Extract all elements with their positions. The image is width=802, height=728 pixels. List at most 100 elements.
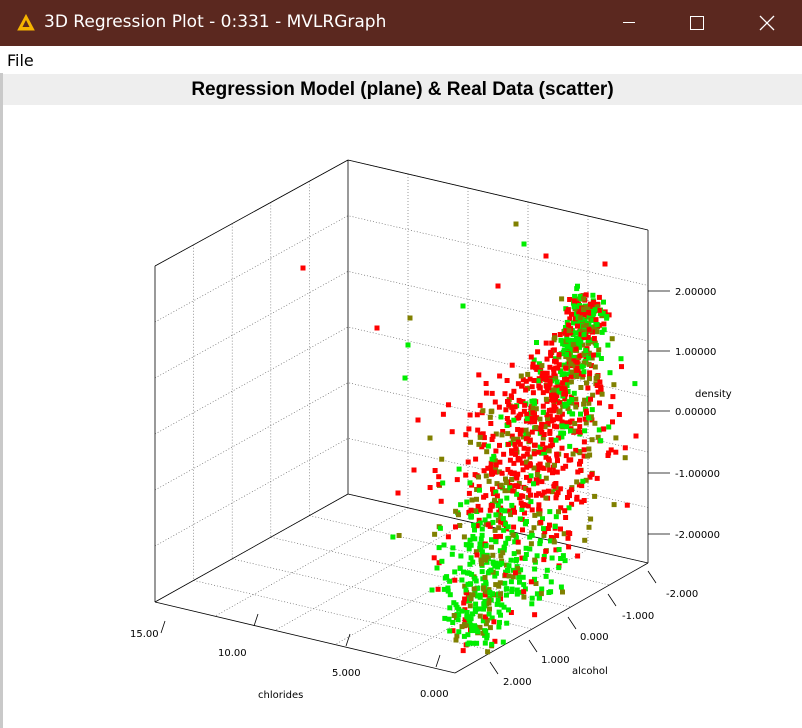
- scatter-point: [489, 408, 495, 414]
- scatter-point: [517, 431, 523, 437]
- scatter-point: [582, 318, 588, 324]
- scatter-point: [536, 449, 542, 455]
- scatter-point: [462, 583, 468, 589]
- scatter-point: [554, 379, 560, 385]
- scatter-point: [566, 457, 572, 463]
- maximize-button[interactable]: [674, 0, 720, 46]
- scatter-point: [476, 606, 482, 612]
- scatter-point: [531, 378, 537, 383]
- scatter-point: [498, 612, 503, 618]
- scatter-point: [553, 376, 559, 381]
- scatter-point: [516, 397, 522, 403]
- scatter-point: [555, 458, 560, 464]
- scatter-point: [530, 410, 536, 416]
- z-tick-label: -2.00000: [675, 530, 720, 541]
- scatter-point: [464, 610, 470, 615]
- scatter-point: [529, 429, 535, 435]
- scatter-point: [543, 495, 549, 501]
- scatter-point: [511, 417, 517, 423]
- scatter-point: [481, 468, 487, 474]
- scatter-point: [544, 370, 550, 376]
- scatter-point: [540, 370, 546, 376]
- scatter-point: [512, 404, 518, 410]
- scatter-point: [462, 617, 468, 623]
- scatter-point: [532, 419, 537, 425]
- scatter-point: [489, 641, 495, 647]
- scatter-point: [508, 557, 514, 563]
- scatter-point: [582, 537, 588, 543]
- scatter-point: [486, 597, 492, 603]
- scatter-point: [507, 457, 513, 463]
- scatter-point: [583, 408, 589, 414]
- scatter-point: [473, 549, 479, 555]
- scatter-point: [556, 547, 562, 552]
- scatter-point: [585, 453, 591, 459]
- scatter-point: [577, 461, 582, 467]
- scatter-point: [589, 471, 595, 477]
- scatter-point: [521, 241, 527, 247]
- scatter-point: [589, 304, 595, 310]
- scatter-point: [545, 376, 551, 382]
- scatter-point: [456, 606, 462, 612]
- scatter-point: [560, 371, 566, 377]
- regression-3d-plot[interactable]: 2.00000 1.00000 0.00000 -1.00000 -2.00000 -2.…: [0, 106, 802, 728]
- scatter-point: [562, 396, 568, 402]
- scatter-point: [493, 582, 499, 588]
- scatter-point: [477, 613, 483, 619]
- axis-label-alcohol: alcohol: [572, 666, 608, 677]
- scatter-point: [576, 309, 582, 315]
- scatter-point: [582, 428, 588, 434]
- scatter-point: [506, 488, 512, 494]
- scatter-point: [508, 610, 514, 615]
- scatter-point: [500, 485, 506, 491]
- minimize-button[interactable]: [606, 0, 652, 46]
- scatter-point: [468, 507, 474, 513]
- menu-file[interactable]: File: [7, 51, 34, 70]
- scatter-point: [543, 475, 549, 481]
- scatter-point: [540, 492, 546, 498]
- scatter-point: [633, 433, 639, 439]
- scatter-point: [576, 429, 581, 435]
- scatter-point: [591, 299, 597, 305]
- scatter-point: [481, 585, 486, 591]
- scatter-point: [482, 575, 488, 580]
- scatter-point: [492, 573, 498, 579]
- scatter-point: [613, 449, 619, 455]
- scatter-point: [571, 390, 577, 396]
- scatter-point: [500, 429, 506, 434]
- scatter-point: [588, 516, 594, 522]
- scatter-point: [481, 494, 487, 500]
- scatter-point: [527, 454, 533, 460]
- scatter-point: [438, 498, 444, 504]
- scatter-point: [520, 399, 526, 405]
- scatter-point: [467, 480, 473, 486]
- scatter-point: [549, 340, 555, 346]
- scatter-point: [476, 517, 482, 523]
- scatter-point: [471, 640, 476, 646]
- scatter-point: [506, 402, 512, 408]
- scatter-point: [581, 332, 587, 338]
- scatter-point: [533, 425, 539, 430]
- scatter-point: [483, 390, 489, 396]
- scatter-point: [441, 586, 447, 592]
- scatter-point: [496, 525, 502, 531]
- scatter-point: [495, 283, 501, 289]
- scatter-point: [434, 565, 440, 571]
- scatter-point: [532, 566, 538, 572]
- scatter-point: [601, 299, 606, 305]
- scatter-point: [486, 513, 492, 519]
- scatter-point: [462, 596, 468, 602]
- scatter-point: [450, 628, 456, 634]
- scatter-point: [559, 385, 565, 391]
- scatter-point: [521, 445, 527, 451]
- scatter-point: [573, 404, 579, 410]
- scatter-point: [597, 379, 603, 385]
- scatter-point: [503, 562, 509, 568]
- scatter-point: [553, 481, 559, 486]
- close-button[interactable]: [744, 0, 790, 46]
- scatter-point: [489, 503, 495, 509]
- scatter-point: [494, 493, 500, 499]
- scatter-point: [544, 388, 550, 394]
- scatter-point: [594, 329, 600, 335]
- data-points: [300, 221, 639, 655]
